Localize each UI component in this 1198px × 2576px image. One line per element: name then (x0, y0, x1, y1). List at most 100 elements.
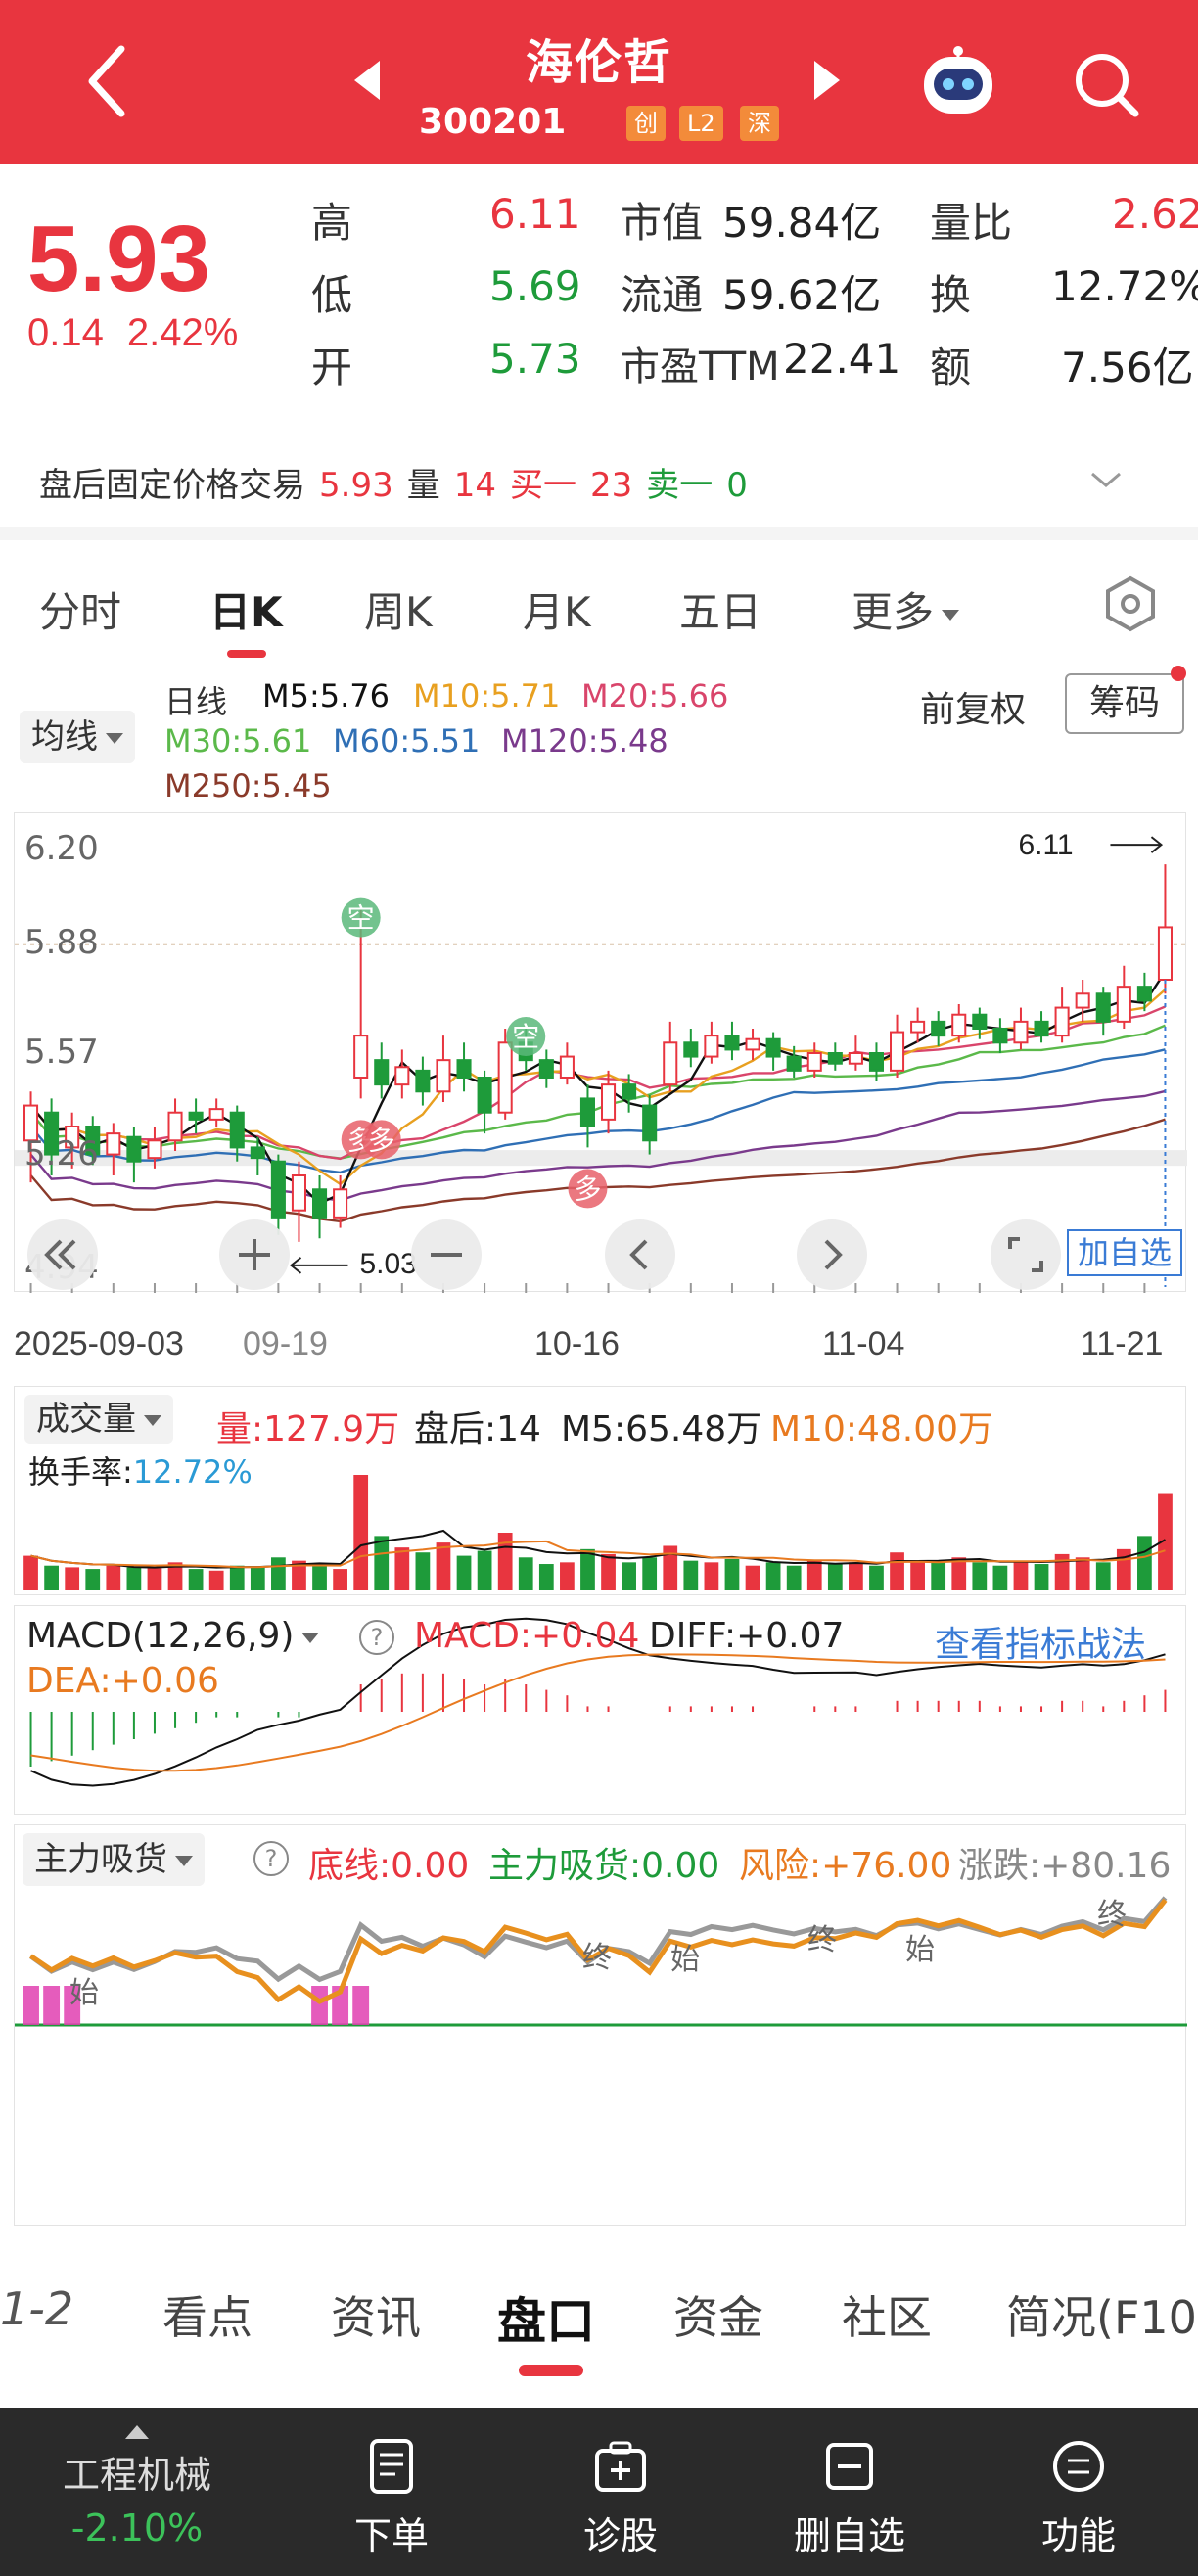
kline-chart[interactable]: 空空多多多 6.11 5.03 6.20 5.88 5.57 5.26 4.94 (14, 812, 1187, 1293)
tab-more[interactable]: 更多 (852, 579, 960, 639)
high-marker-label: 6.11 (1018, 829, 1073, 861)
candle-body (559, 1055, 575, 1079)
afterhours-row[interactable]: 盘后固定价格交易 5.93 量 14 买一 23 卖一 0 (39, 458, 761, 506)
volume-bar (147, 1568, 162, 1590)
low-marker-arrowhead (289, 1257, 302, 1274)
chips-button[interactable]: 筹码 (1065, 673, 1184, 734)
back-arrow-icon[interactable] (78, 37, 137, 125)
signal-circle (568, 1169, 608, 1209)
caret-down-icon (106, 733, 123, 744)
dea-line (30, 1653, 1166, 1772)
order-button[interactable]: 下单 (313, 2437, 470, 2559)
industry-indicator[interactable]: 工程机械 -2.10% (39, 2425, 235, 2550)
robot-assistant-icon[interactable] (914, 43, 1002, 121)
stock-code: 300201 (419, 102, 567, 142)
indicator-strategy-link[interactable]: 查看指标战法 (935, 1625, 1147, 1665)
active-tab-indicator (519, 2365, 583, 2376)
candle-body (890, 1031, 905, 1072)
settings-hexagon-icon[interactable] (1102, 575, 1159, 632)
tab-profile[interactable]: 简况(F10 (1006, 2291, 1197, 2344)
candle-body (1157, 926, 1173, 982)
scroll-left-icon[interactable] (605, 1219, 675, 1290)
zoom-in-icon[interactable] (219, 1219, 290, 1290)
signal-end-label: 终 (1097, 1898, 1127, 1932)
caret-down-icon (175, 1856, 193, 1866)
tab-weekly-k[interactable]: 周K (364, 588, 433, 636)
tab-community[interactable]: 社区 (842, 2291, 932, 2344)
tab-daily-k[interactable]: 日K (209, 588, 283, 636)
low-marker-label: 5.03 (359, 1248, 416, 1280)
volume-bar (663, 1545, 678, 1590)
candle-body (250, 1146, 265, 1160)
macd-select[interactable]: MACD(12,26,9) (26, 1616, 320, 1656)
volume-bar (724, 1558, 740, 1590)
macd-chart[interactable]: MACD(12,26,9) ? MACD:+0.04 DIFF:+0.07 查看… (14, 1605, 1186, 1815)
order-label: 下单 (353, 2514, 429, 2557)
ma-line-m10 (29, 989, 1167, 1186)
function-label: 功能 (1040, 2514, 1116, 2557)
candle-body (106, 1132, 121, 1156)
signal-marker: 空 (341, 897, 381, 938)
zlxh-select[interactable]: 主力吸货 (23, 1833, 205, 1886)
signal-marker: 多 (361, 1120, 401, 1160)
tab-five-day[interactable]: 五日 (679, 588, 762, 636)
bottom-line-value: 底线:0.00 (308, 1846, 470, 1886)
help-icon[interactable]: ? (359, 1620, 394, 1655)
stock-name: 海伦哲 (525, 35, 672, 90)
volume-bar (126, 1567, 142, 1590)
candle-body (910, 1020, 926, 1034)
candle-body (745, 1037, 760, 1051)
signal-circle (361, 1120, 401, 1160)
tab-monthly-k[interactable]: 月K (523, 588, 591, 636)
ma5-value: M5:5.76 (262, 677, 390, 714)
tab-kandian[interactable]: 看点 (162, 2291, 253, 2344)
volume-bar (1054, 1553, 1070, 1590)
low-label: 低 (311, 271, 353, 319)
volume-bar (271, 1557, 286, 1590)
zoom-out-icon[interactable] (411, 1219, 482, 1290)
diagnose-button[interactable]: 诊股 (542, 2437, 699, 2559)
volume-bar (890, 1552, 904, 1590)
tab-funds[interactable]: 资金 (673, 2291, 763, 2344)
remove-watchlist-label: 删自选 (793, 2514, 905, 2557)
tab-intraday[interactable]: 分时 (39, 588, 122, 636)
scroll-right-icon[interactable] (797, 1219, 867, 1290)
function-button[interactable]: 功能 (1000, 2437, 1157, 2559)
add-watchlist-button[interactable]: 加自选 (1067, 1229, 1182, 1276)
volratio-value: 2.62 (1112, 190, 1198, 238)
accumulation-bar (311, 1986, 328, 2025)
remove-watchlist-button[interactable]: 删自选 (771, 2437, 928, 2559)
rewind-icon[interactable] (27, 1219, 98, 1290)
mktcap-value: 59.84亿 (722, 199, 882, 247)
tab-news[interactable]: 资讯 (331, 2291, 421, 2344)
volume-bar (765, 1562, 781, 1590)
help-icon[interactable]: ? (253, 1841, 289, 1876)
afterhours-vol: 14 (453, 466, 496, 505)
next-stock-icon[interactable] (814, 61, 840, 100)
signal-start-label: 始 (670, 1943, 700, 1977)
tab-l2[interactable]: 1-2 (0, 2282, 74, 2335)
afterhours-vol-label: 量 (406, 466, 440, 505)
indicator-select[interactable]: 均线 (20, 711, 135, 763)
candle-body (1116, 986, 1131, 1023)
volume-bar (394, 1547, 410, 1590)
high-value: 6.11 (489, 190, 581, 238)
volume-select[interactable]: 成交量 (24, 1395, 173, 1444)
mktcap-label: 市值 (621, 199, 704, 247)
amount-label: 额 (930, 344, 972, 391)
candle-body (477, 1077, 492, 1114)
tab-order-book[interactable]: 盘口 (497, 2293, 595, 2350)
fuquan-toggle[interactable]: 前复权 (920, 690, 1027, 730)
prev-stock-icon[interactable] (354, 61, 380, 100)
volume-m10: M10:48.00万 (770, 1409, 994, 1449)
price-change: 0.14 2.42% (27, 311, 261, 355)
turnover-rate: 换手率:12.72% (28, 1448, 253, 1493)
volume-bar (560, 1562, 575, 1590)
accumulation-bar (352, 1986, 370, 2025)
zlxh-chart[interactable]: 主力吸货 ? 底线:0.00 主力吸货:0.00 风险:+76.00 涨跌:+8… (14, 1824, 1187, 2226)
chevron-down-icon[interactable] (1088, 462, 1124, 497)
fullscreen-icon[interactable] (991, 1219, 1061, 1290)
turnover-rate-label: 换手率: (28, 1453, 133, 1491)
volume-chart[interactable]: 成交量 量:127.9万 盘后:14 M5:65.48万 M10:48.00万 … (14, 1386, 1186, 1595)
search-icon[interactable] (1069, 47, 1143, 121)
